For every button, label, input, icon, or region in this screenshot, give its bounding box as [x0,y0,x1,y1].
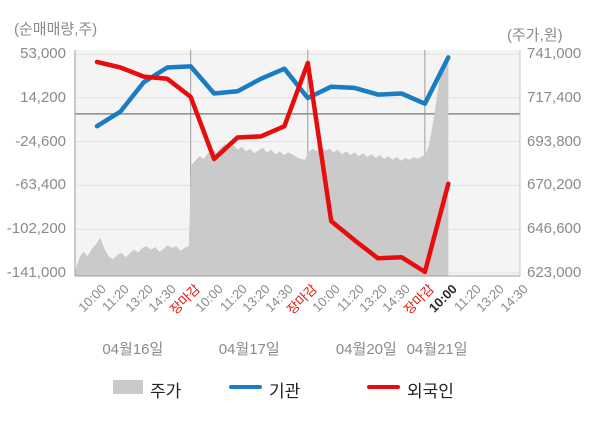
date-label: 04월17일 [218,341,280,358]
left-axis-tick-label: -102,200 [6,220,66,238]
legend-line-swatch-foreigner [367,385,400,389]
right-axis-tick-label: 693,800 [527,132,582,150]
legend-label-price: 주가 [150,382,182,401]
foreigner-line-series [94,59,451,275]
left-axis-title: (순매매량,주) [14,21,98,38]
left-axis-tick-label: -63,400 [15,176,66,194]
right-axis-tick-label: 646,600 [527,220,582,238]
left-axis-tick-label: 53,000 [20,45,66,62]
date-label: 04월16일 [102,341,164,358]
legend-line-swatch-institution [229,385,262,389]
date-label: 04월20일 [335,341,397,358]
right-axis-tick-label: 717,400 [527,88,582,106]
legend-label-institution: 기관 [269,382,301,401]
left-axis-tick-label: -141,000 [6,264,66,281]
date-label: 04월21일 [406,341,468,358]
institution-line-series [94,55,451,129]
legend-area-swatch [113,380,143,394]
legend: 주가 기관 외국인 [0,374,600,404]
right-axis-tick-label: 670,200 [527,176,582,194]
right-axis-title: (주가,원) [507,27,563,44]
price-area-series [75,55,449,277]
right-axis-tick-label: 741,000 [527,45,582,62]
legend-label-foreigner: 외국인 [407,382,454,401]
left-axis-tick-label: -24,600 [15,132,66,150]
right-axis-tick-label: 623,000 [527,264,582,281]
left-axis-tick-label: 14,200 [20,88,66,106]
